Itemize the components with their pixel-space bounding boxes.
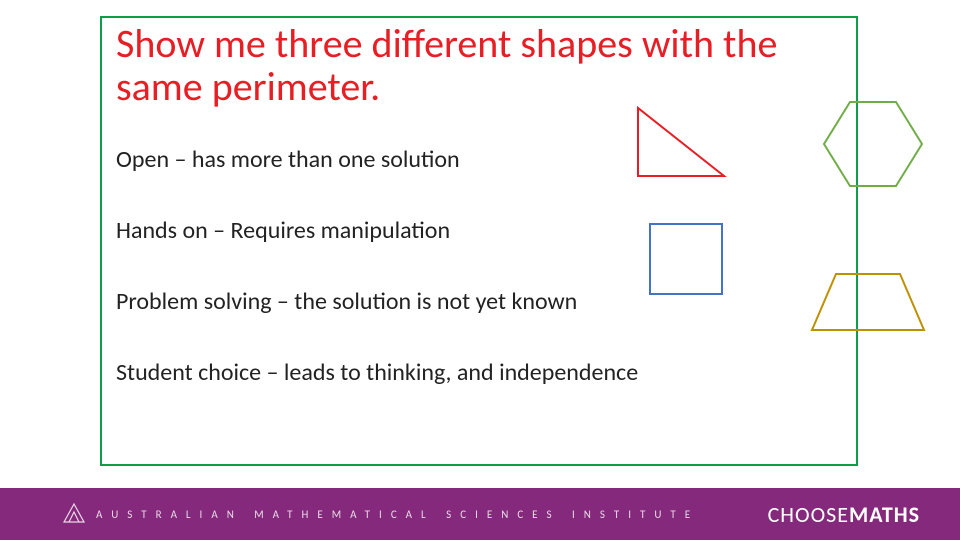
choosemaths-logo: CHOOSEMATHS — [768, 501, 920, 528]
bullet-item: Hands on – Requires manipulation — [116, 217, 842, 246]
brand-maths: MATHS — [849, 501, 920, 528]
bullet-list: Open – has more than one solution Hands … — [116, 146, 842, 387]
square-icon — [646, 220, 726, 298]
amsi-logo: AUSTRALIAN MATHEMATICAL SCIENCES INSTITU… — [62, 502, 699, 526]
trapezoid-icon — [806, 268, 930, 336]
triangle-icon — [632, 104, 730, 180]
hexagon-icon — [818, 96, 928, 192]
bullet-item: Problem solving – the solution is not ye… — [116, 288, 842, 317]
slide: Show me three different shapes with the … — [0, 0, 960, 540]
brand-choose: CHOOSE — [768, 501, 849, 528]
bullet-item: Student choice – leads to thinking, and … — [116, 359, 842, 388]
content-box: Show me three different shapes with the … — [100, 16, 858, 466]
bullet-item: Open – has more than one solution — [116, 146, 842, 175]
amsi-text: AUSTRALIAN MATHEMATICAL SCIENCES INSTITU… — [96, 508, 699, 521]
amsi-mark-icon — [62, 502, 86, 526]
slide-title: Show me three different shapes with the … — [116, 22, 842, 108]
footer-bar: AUSTRALIAN MATHEMATICAL SCIENCES INSTITU… — [0, 488, 960, 540]
